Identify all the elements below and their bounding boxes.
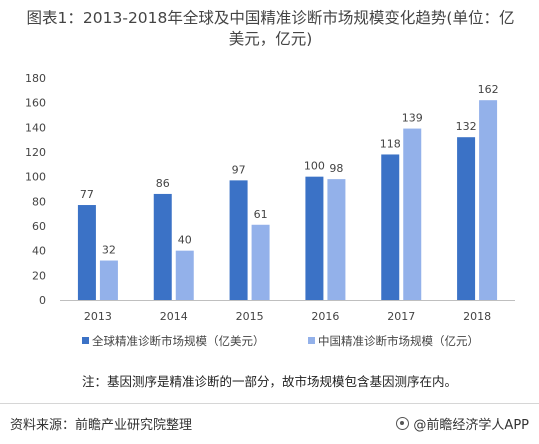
x-tick-label: 2013 — [84, 310, 112, 323]
bar-global-2015 — [229, 180, 248, 300]
x-tick-label: 2016 — [311, 310, 339, 323]
brand-logo-icon — [396, 417, 410, 430]
y-tick-label: 0 — [39, 294, 46, 307]
legend-label: 中国精准诊断市场规模（亿元） — [318, 334, 479, 348]
data-label: 61 — [254, 208, 268, 221]
bar-china-2014 — [175, 250, 194, 300]
y-axis: 0 20 40 60 80 100 120 140 160 180 — [25, 72, 46, 307]
y-tick-label: 60 — [32, 220, 46, 233]
bar-global-2017 — [381, 154, 400, 300]
chart-title: 图表1：2013-2018年全球及中国精准诊断市场规模变化趋势(单位：亿 美元，… — [8, 8, 533, 50]
data-label: 40 — [178, 234, 192, 247]
y-tick-label: 120 — [25, 146, 46, 159]
bar-global-2014 — [153, 193, 172, 300]
y-tick-label: 100 — [25, 171, 46, 184]
data-label: 77 — [80, 188, 94, 201]
y-tick-label: 80 — [32, 195, 46, 208]
bar-china-2013 — [99, 260, 118, 300]
data-label: 118 — [380, 137, 401, 150]
y-tick-label: 140 — [25, 121, 46, 134]
legend-swatch — [82, 337, 89, 344]
chart-title-line2: 美元，亿元) — [228, 30, 313, 48]
data-label: 32 — [102, 244, 116, 257]
legend: 全球精准诊断市场规模（亿美元） 中国精准诊断市场规模（亿元） — [82, 334, 479, 348]
bar-global-2018 — [457, 137, 476, 300]
data-label: 162 — [478, 83, 499, 96]
y-tick-label: 20 — [32, 269, 46, 282]
footer-divider — [0, 403, 539, 404]
x-tick-label: 2018 — [463, 310, 491, 323]
footnote: 注：基因测序是精准诊断的一部分，故市场规模包含基因测序在内。 — [81, 374, 457, 389]
legend-label: 全球精准诊断市场规模（亿美元） — [92, 334, 265, 348]
data-label: 139 — [402, 112, 423, 125]
bar-china-2016 — [327, 179, 346, 300]
brand-text: @前瞻经济学人APP — [413, 418, 529, 433]
y-tick-label: 180 — [25, 72, 46, 85]
bar-global-2016 — [305, 176, 324, 300]
data-label: 86 — [156, 177, 170, 190]
bar-chart: 0 20 40 60 80 100 120 140 160 180 77 32 86 40 97 61 100… — [25, 72, 515, 348]
x-tick-label: 2015 — [236, 310, 264, 323]
data-label: 100 — [304, 160, 325, 173]
bar-global-2013 — [77, 205, 96, 300]
bar-china-2017 — [403, 128, 422, 300]
y-tick-label: 160 — [25, 97, 46, 110]
bar-china-2015 — [251, 224, 270, 300]
x-tick-label: 2017 — [387, 310, 415, 323]
y-tick-label: 40 — [32, 245, 46, 258]
data-label: 98 — [329, 162, 343, 175]
x-axis: 2013 2014 2015 2016 2017 2018 — [60, 300, 515, 323]
brand: @前瞻经济学人APP — [396, 414, 529, 433]
bar-china-2018 — [479, 100, 498, 300]
data-label: 97 — [232, 163, 246, 176]
source-text: 资料来源：前瞻产业研究院整理 — [10, 418, 193, 433]
legend-swatch — [308, 337, 315, 344]
data-label: 132 — [456, 120, 477, 133]
chart-title-line1: 图表1：2013-2018年全球及中国精准诊断市场规模变化趋势(单位：亿 — [26, 9, 515, 27]
x-tick-label: 2014 — [160, 310, 188, 323]
